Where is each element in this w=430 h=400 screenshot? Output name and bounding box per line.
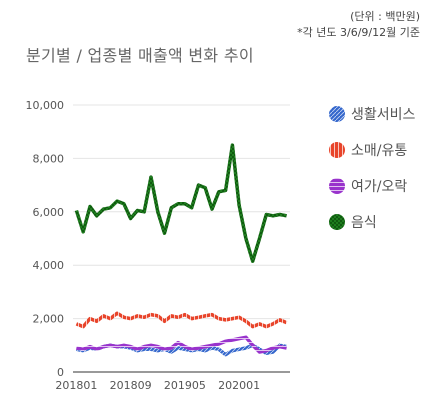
legend-label: 소매/유통 bbox=[351, 143, 407, 159]
series-line-2 bbox=[76, 335, 287, 354]
y-tick-label: 2,000 bbox=[33, 313, 65, 326]
series-line-3 bbox=[74, 143, 287, 263]
y-tick-label: 8,000 bbox=[33, 152, 65, 165]
basis-note: *각 년도 3/6/9/12월 기준 bbox=[297, 26, 420, 39]
x-tick-label: 201809 bbox=[110, 379, 152, 392]
legend-marker bbox=[329, 178, 345, 194]
legend-label: 여가/오락 bbox=[351, 179, 407, 195]
legend-label: 생활서비스 bbox=[351, 107, 416, 123]
x-tick-label: 201801 bbox=[55, 379, 97, 392]
x-tick-label: 202001 bbox=[218, 379, 260, 392]
y-tick-label: 10,000 bbox=[26, 99, 65, 112]
x-tick-label: 201905 bbox=[164, 379, 206, 392]
legend-marker bbox=[329, 106, 345, 122]
unit-note: (단위 : 백만원) bbox=[350, 10, 420, 23]
legend-marker bbox=[329, 214, 345, 230]
y-tick-label: 6,000 bbox=[33, 206, 65, 219]
series-line-1 bbox=[75, 311, 288, 329]
legend-marker bbox=[329, 142, 345, 158]
chart-title: 분기별 / 업종별 매출액 변화 추이 bbox=[26, 46, 254, 65]
y-tick-label: 4,000 bbox=[33, 259, 65, 272]
y-tick-label: 0 bbox=[57, 366, 64, 379]
legend-label: 음식 bbox=[351, 215, 377, 231]
